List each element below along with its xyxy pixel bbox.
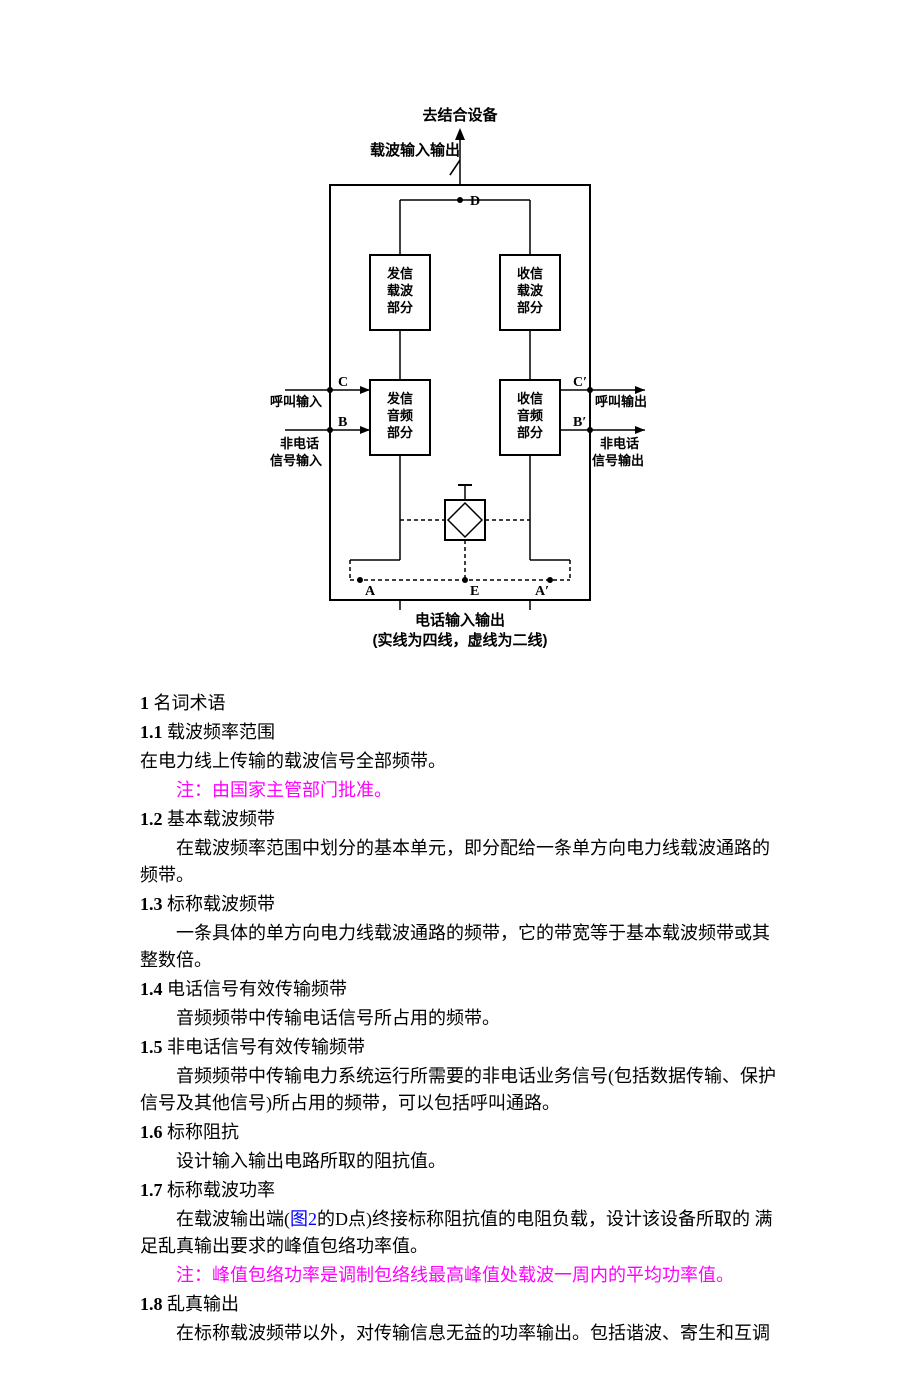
term-1-5-body: 音频频带中传输电力系统运行所需要的非电话业务信号(包括数据传输、保护信号及其他信… — [140, 1063, 780, 1117]
rx-carrier-l3: 部分 — [517, 300, 543, 315]
nontel-out-l2: 信号输出 — [592, 453, 644, 468]
node-c: C — [338, 375, 348, 390]
term-1-8-body: 在标称载波频带以外，对传输信息无益的功率输出。包括谐波、寄生和互调 — [140, 1320, 780, 1347]
term-1-6-heading: 1.6 标称阻抗 — [140, 1119, 780, 1146]
node-b-prime: B′ — [573, 415, 586, 430]
tx-audio-l1: 发信 — [386, 391, 413, 406]
term-1-2-heading: 1.2 基本载波频带 — [140, 806, 780, 833]
tx-carrier-l2: 载波 — [387, 283, 414, 298]
heading-1: 1 名词术语 — [140, 690, 780, 717]
term-1-3-body: 一条具体的单方向电力线载波通路的频带，它的带宽等于基本载波频带或其整数倍。 — [140, 920, 780, 974]
call-out-label: 呼叫输出 — [595, 394, 647, 409]
tx-carrier-l1: 发信 — [386, 266, 413, 281]
term-1-1-body: 在电力线上传输的载波信号全部频带。 — [140, 748, 780, 775]
node-d: D — [470, 194, 480, 209]
term-1-7-body: 在载波输出端(图2的D点)终接标称阻抗值的电阻负载，设计该设备所取的 满足乱真输… — [140, 1206, 780, 1260]
term-1-7-heading: 1.7 标称载波功率 — [140, 1177, 780, 1204]
block-diagram: 去结合设备 载波输入输出 D 发信 载波 部分 收信 载波 部分 发信 音 — [270, 100, 650, 660]
rx-carrier-l2: 载波 — [517, 283, 544, 298]
wire-note-label: (实线为四线，虚线为二线) — [373, 631, 548, 649]
call-in-label: 呼叫输入 — [270, 394, 322, 409]
term-1-3-heading: 1.3 标称载波频带 — [140, 891, 780, 918]
tx-audio-l2: 音频 — [387, 408, 413, 423]
term-1-6-body: 设计输入输出电路所取的阻抗值。 — [140, 1148, 780, 1175]
term-1-1-heading: 1.1 载波频率范围 — [140, 719, 780, 746]
content: 1 名词术语 1.1 载波频率范围 在电力线上传输的载波信号全部频带。 注：由国… — [140, 690, 780, 1347]
nontel-in-l2: 信号输入 — [270, 453, 322, 468]
term-1-7-note: 注：峰值包络功率是调制包络线最高峰值处载波一周内的平均功率值。 — [140, 1262, 780, 1289]
node-c-prime: C′ — [573, 375, 587, 390]
rx-audio-l1: 收信 — [517, 391, 543, 406]
tx-audio-l3: 部分 — [387, 425, 413, 440]
node-a: A — [365, 584, 376, 599]
nontel-in-l1: 非电话 — [280, 436, 319, 451]
top-label: 去结合设备 — [422, 106, 498, 124]
rx-audio-l3: 部分 — [517, 425, 543, 440]
rx-carrier-l1: 收信 — [517, 266, 543, 281]
nontel-out-l1: 非电话 — [600, 436, 639, 451]
term-1-8-heading: 1.8 乱真输出 — [140, 1291, 780, 1318]
term-1-4-heading: 1.4 电话信号有效传输频带 — [140, 976, 780, 1003]
node-a-prime: A′ — [535, 584, 549, 599]
node-e: E — [470, 584, 479, 599]
rx-audio-l2: 音频 — [517, 408, 543, 423]
term-1-1-note: 注：由国家主管部门批准。 — [140, 777, 780, 804]
term-1-5-heading: 1.5 非电话信号有效传输频带 — [140, 1034, 780, 1061]
term-1-2-body: 在载波频率范围中划分的基本单元，即分配给一条单方向电力线载波通路的频带。 — [140, 835, 780, 889]
carrier-output-label: 载波输入输出 — [370, 141, 460, 159]
figure-2-link[interactable]: 图2 — [290, 1209, 317, 1229]
tx-carrier-l3: 部分 — [387, 300, 413, 315]
node-b: B — [338, 415, 347, 430]
phone-io-label: 电话输入输出 — [415, 611, 505, 629]
diagram-svg: 去结合设备 载波输入输出 D 发信 载波 部分 收信 载波 部分 发信 音 — [270, 100, 650, 660]
term-1-4-body: 音频频带中传输电话信号所占用的频带。 — [140, 1005, 780, 1032]
